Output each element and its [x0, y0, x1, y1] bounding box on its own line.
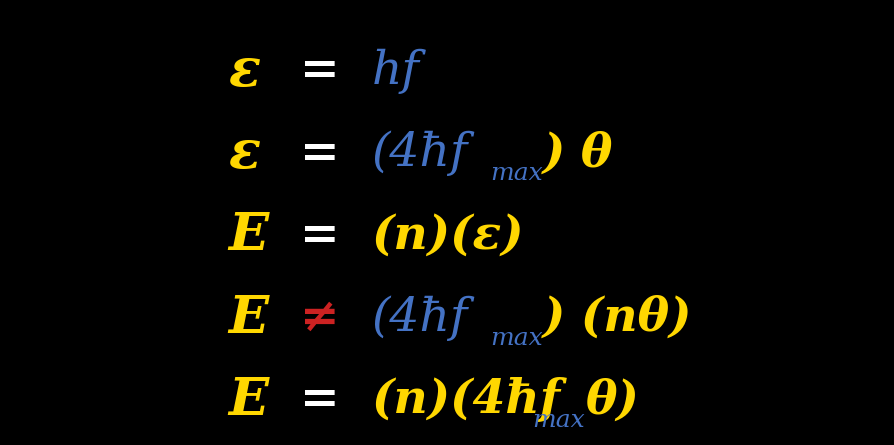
Text: =: =	[299, 377, 339, 424]
Text: =: =	[299, 48, 339, 94]
Text: =: =	[299, 213, 339, 259]
Text: ≠: ≠	[299, 295, 339, 341]
Text: max: max	[532, 409, 585, 432]
Text: max: max	[490, 162, 543, 185]
Text: max: max	[490, 327, 543, 350]
Text: (n)(ε): (n)(ε)	[371, 213, 524, 259]
Text: ) (nθ): ) (nθ)	[542, 295, 691, 341]
Text: (4ħf: (4ħf	[371, 131, 468, 176]
Text: hf: hf	[371, 49, 418, 94]
Text: E: E	[228, 375, 268, 426]
Text: E: E	[228, 293, 268, 344]
Text: θ): θ)	[586, 377, 639, 424]
Text: ε: ε	[228, 128, 260, 179]
Text: ε: ε	[228, 46, 260, 97]
Text: ) θ: ) θ	[542, 130, 612, 177]
Text: (n)(4ħf: (n)(4ħf	[371, 377, 560, 424]
Text: E: E	[228, 210, 268, 261]
Text: =: =	[299, 130, 339, 177]
Text: (4ħf: (4ħf	[371, 295, 468, 341]
